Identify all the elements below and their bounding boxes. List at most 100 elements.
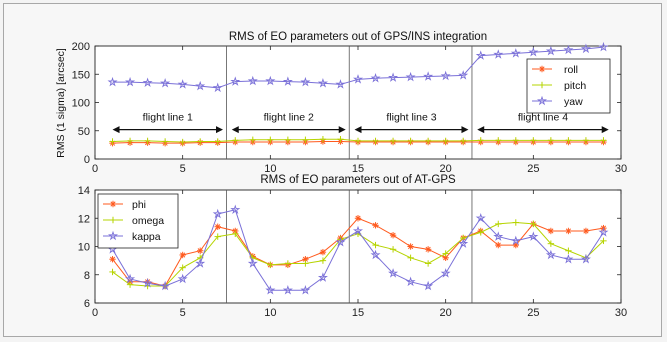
data-point-kappa	[300, 285, 311, 295]
legend-label-roll: roll	[564, 64, 578, 76]
legend-entry-kappa: kappa	[103, 230, 161, 243]
data-point-omega	[319, 257, 327, 264]
y-tick-label: 0	[84, 154, 90, 166]
data-point-kappa	[440, 268, 451, 278]
data-point-pitch	[126, 137, 134, 145]
data-point-kappa	[195, 258, 206, 268]
legend-marker-kappa	[107, 230, 119, 241]
annotation-label-bg	[126, 109, 210, 124]
legend-marker-shape-yaw	[536, 95, 548, 106]
data-point-kappa	[352, 225, 364, 236]
data-point-phi	[179, 251, 186, 259]
data-point-yaw	[195, 80, 206, 91]
data-point-kappa	[598, 227, 609, 237]
x-tick-label: 25	[527, 307, 539, 319]
annotation-arrowhead-right	[338, 126, 346, 134]
annotation-arrowhead-left	[477, 126, 485, 134]
plot-area-bottom	[94, 189, 622, 304]
data-point-phi	[109, 256, 116, 263]
legend-label-pitch: pitch	[564, 80, 586, 92]
data-point-yaw	[177, 79, 188, 89]
legend-entry-roll: roll	[532, 64, 578, 76]
data-point-yaw	[247, 75, 258, 86]
x-tick-label: 15	[352, 307, 364, 319]
legend-entry-yaw: yaw	[532, 95, 583, 108]
data-point-yaw	[388, 72, 399, 82]
data-point-phi	[582, 227, 590, 235]
data-point-yaw	[160, 78, 171, 88]
data-point-yaw	[212, 82, 223, 93]
data-point-pitch	[565, 137, 572, 144]
series-omega	[109, 219, 607, 290]
ylabel-top: RMS (1 sigma) [arcsec]	[55, 48, 67, 158]
data-point-kappa	[510, 235, 521, 246]
data-point-yaw	[580, 43, 591, 54]
series-bottom	[107, 204, 609, 295]
data-point-yaw	[282, 76, 293, 86]
x-tick-label: 25	[527, 163, 539, 175]
data-point-yaw	[352, 74, 364, 84]
data-point-omega	[302, 260, 309, 267]
annotation-arrowhead-left	[112, 126, 120, 134]
x-tick-label: 20	[440, 163, 452, 175]
x-tick-label: 30	[615, 307, 627, 319]
x-tick-label: 20	[440, 307, 452, 319]
data-point-kappa	[230, 204, 241, 215]
series-yaw	[107, 41, 609, 93]
data-point-yaw	[528, 46, 539, 57]
data-point-pitch	[424, 137, 432, 145]
annotation-label-bg	[247, 109, 331, 124]
legend-label-yaw: yaw	[564, 96, 583, 108]
data-point-omega	[530, 220, 537, 228]
data-point-kappa	[528, 231, 539, 241]
data-point-omega	[267, 261, 274, 269]
data-point-pitch	[600, 137, 607, 144]
y-tick-label: 50	[78, 126, 90, 138]
data-point-yaw	[545, 45, 556, 56]
axes-gps-ins: RMS of EO parameters out of GPS/INS inte…	[55, 31, 627, 175]
data-point-kappa	[247, 258, 258, 268]
data-point-kappa	[545, 249, 556, 260]
legend-marker-yaw	[536, 95, 548, 106]
x-tick-label: 5	[180, 307, 186, 319]
y-tick-label: 150	[72, 69, 90, 81]
data-point-phi	[319, 248, 327, 256]
data-point-yaw	[405, 71, 416, 82]
data-point-kappa	[580, 253, 591, 264]
legend-bottom: phi omega kappa	[97, 193, 179, 249]
x-tick-label: 15	[352, 163, 364, 175]
data-point-omega	[389, 246, 397, 253]
data-point-kappa	[335, 236, 346, 247]
y-tick-label: 14	[78, 185, 90, 197]
annotation-arrowhead-left	[231, 126, 239, 134]
data-point-phi	[197, 247, 204, 254]
data-point-pitch	[214, 138, 221, 145]
legend-marker-omega	[109, 216, 117, 224]
annotation-label: flight line 3	[386, 112, 436, 124]
data-point-phi	[372, 222, 379, 229]
data-point-phi	[495, 241, 502, 249]
data-point-kappa	[142, 277, 153, 288]
data-point-kappa	[160, 280, 171, 291]
x-tick-label: 0	[92, 163, 98, 175]
legend-entry-phi: phi	[103, 199, 146, 211]
legend-marker-shape-pitch	[538, 81, 546, 89]
data-point-phi	[214, 223, 221, 230]
title-top: RMS of EO parameters out of GPS/INS inte…	[229, 31, 487, 43]
y-tick-label: 200	[72, 41, 90, 53]
data-point-pitch	[319, 136, 327, 143]
data-point-omega	[477, 229, 484, 236]
data-point-yaw	[475, 50, 486, 60]
x-tick-label: 30	[615, 163, 627, 175]
data-point-pitch	[249, 136, 256, 143]
data-point-pitch	[267, 136, 274, 143]
flight-line-annotation-2: flight line 2	[231, 109, 346, 134]
data-point-yaw	[317, 78, 328, 88]
data-point-yaw	[300, 76, 311, 87]
data-point-kappa	[317, 272, 328, 282]
flight-line-annotation-1: flight line 1	[112, 109, 223, 134]
legend-marker-shape-omega	[109, 216, 117, 224]
data-point-pitch	[354, 137, 362, 145]
data-point-omega	[232, 230, 239, 237]
